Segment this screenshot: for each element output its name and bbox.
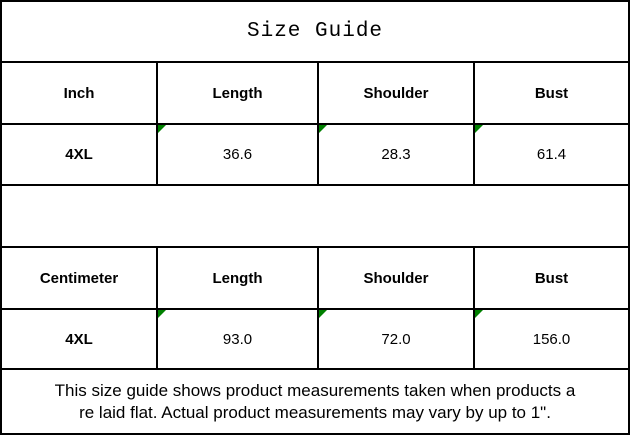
measurement-cell-length-inch: 36.6 [156, 123, 319, 186]
column-header-shoulder: Shoulder [317, 61, 475, 125]
unit-header-inch: Inch [0, 61, 158, 125]
spacer-cell [0, 184, 630, 248]
spacer-row [0, 184, 630, 248]
footnote-row: This size guide shows product measuremen… [0, 368, 630, 435]
measurement-value: 156.0 [532, 330, 571, 348]
column-header-length: Length [156, 61, 319, 125]
measurement-cell-bust-cm: 156.0 [472, 308, 630, 370]
measurement-value: 72.0 [381, 330, 411, 348]
footnote-line-2: re laid flat. Actual product measurement… [79, 402, 551, 422]
measurement-cell-bust-inch: 61.4 [472, 123, 630, 186]
size-label-cell-cm: 4XL [0, 308, 158, 370]
column-header-bust: Bust [472, 61, 630, 125]
footnote: This size guide shows product measuremen… [0, 368, 630, 435]
measurement-value: 61.4 [536, 146, 567, 163]
error-triangle-icon [159, 311, 166, 318]
inch-header-row: Inch Length Shoulder Bust [0, 61, 630, 125]
error-triangle-icon [320, 311, 327, 318]
title-row: Size Guide [0, 0, 630, 63]
measurement-value: 36.6 [222, 146, 253, 163]
centimeter-header-row: Centimeter Length Shoulder Bust [0, 246, 630, 310]
column-header-length-cm: Length [156, 246, 319, 310]
error-triangle-icon [320, 126, 327, 133]
column-header-shoulder-cm: Shoulder [317, 246, 475, 310]
error-triangle-icon [159, 126, 166, 133]
measurement-cell-length-cm: 93.0 [156, 308, 319, 370]
column-header-bust-cm: Bust [472, 246, 630, 310]
size-label-cell: 4XL [0, 123, 158, 186]
measurement-cell-shoulder-cm: 72.0 [317, 308, 475, 370]
centimeter-data-row: 4XL 93.0 72.0 156.0 [0, 308, 630, 370]
measurement-value: 93.0 [222, 330, 253, 348]
inch-data-row: 4XL 36.6 28.3 61.4 [0, 123, 630, 186]
error-triangle-icon [476, 311, 483, 318]
unit-header-centimeter: Centimeter [0, 246, 158, 310]
page-title: Size Guide [0, 0, 630, 63]
error-triangle-icon [476, 126, 483, 133]
footnote-line-1: This size guide shows product measuremen… [54, 380, 576, 400]
measurement-cell-shoulder-inch: 28.3 [317, 123, 475, 186]
measurement-value: 28.3 [381, 146, 411, 163]
